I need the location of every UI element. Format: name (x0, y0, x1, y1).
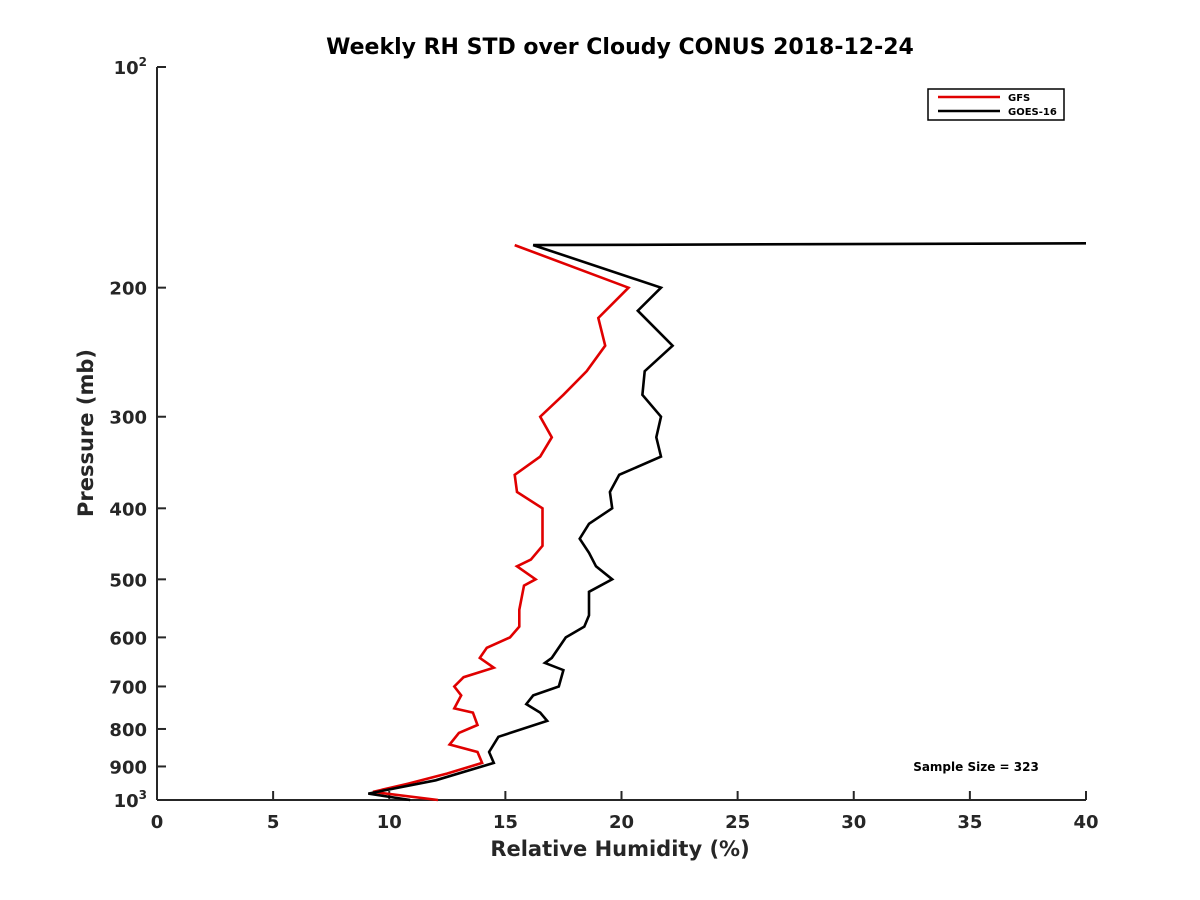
y-tick-label: 102 (114, 55, 147, 79)
sample-size-annotation: Sample Size = 323 (913, 760, 1039, 774)
x-tick-label: 0 (151, 812, 164, 833)
series-line-gfs (372, 243, 631, 802)
x-tick-label: 10 (377, 812, 402, 833)
x-tick-label: 30 (841, 812, 866, 833)
legend-label: GOES-16 (1008, 107, 1057, 118)
y-tick-label: 200 (109, 279, 147, 300)
series-line-goes-16 (368, 242, 1087, 802)
x-tick-label: 40 (1073, 812, 1098, 833)
y-tick-label: 500 (109, 570, 147, 591)
axes: 0 5 10 15 20 25 30 35 40 102 200 300 400 500 600 700 800… (109, 55, 1098, 833)
x-tick-label: 20 (609, 812, 634, 833)
y-tick-label: 300 (109, 408, 147, 429)
x-tick-label: 5 (267, 812, 280, 833)
x-axis-label: Relative Humidity (%) (490, 837, 749, 861)
plot-area (368, 242, 1087, 802)
legend-box (927, 88, 1065, 121)
y-tick-label: 800 (109, 720, 147, 741)
x-tick-label: 25 (725, 812, 750, 833)
y-axis-label: Pressure (mb) (74, 349, 98, 517)
x-tick-label: 35 (957, 812, 982, 833)
legend: GFS GOES-16 (927, 88, 1065, 121)
x-tick-label: 15 (493, 812, 518, 833)
y-tick-label: 900 (109, 757, 147, 778)
y-tick-label: 700 (109, 677, 147, 698)
y-tick-label: 600 (109, 628, 147, 649)
y-tick-label: 400 (109, 499, 147, 520)
legend-label: GFS (1008, 93, 1030, 104)
y-tick-label: 103 (114, 788, 147, 812)
chart-title: Weekly RH STD over Cloudy CONUS 2018-12-… (326, 35, 914, 60)
